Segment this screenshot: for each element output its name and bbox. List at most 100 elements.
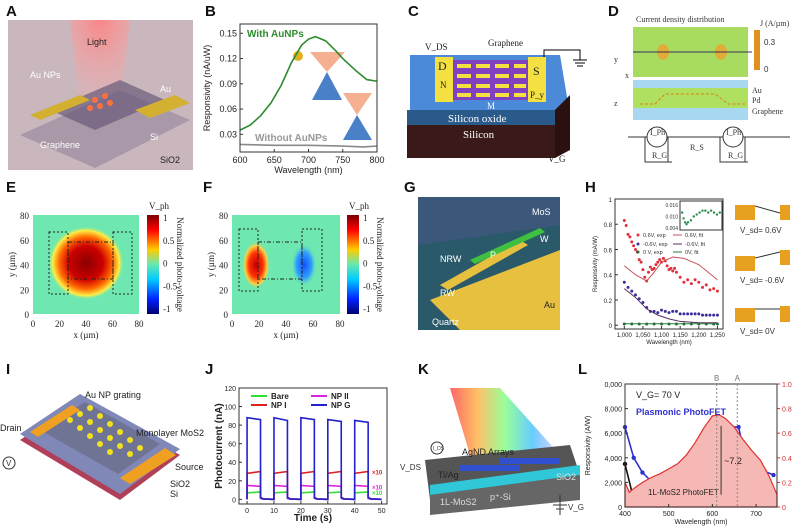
colorbar-tick-label: 0 — [363, 259, 368, 269]
y-tick-label: 0,000 — [604, 382, 622, 389]
legend-marker — [636, 242, 640, 246]
au-electrode-left — [30, 95, 90, 120]
current-path — [640, 93, 745, 105]
legend-marker — [636, 250, 640, 254]
panel-label: C — [408, 3, 419, 20]
y2-tick-label: 0.8 — [782, 407, 792, 414]
axis-x-label: x — [625, 71, 629, 80]
data-point--0-6v-exp — [678, 312, 682, 316]
au-label: Au — [160, 84, 171, 94]
quartz-label: Quartz — [432, 317, 460, 327]
y-tick-label: 60 — [228, 442, 236, 449]
x-tick-label: 10 — [270, 508, 278, 515]
nrw-wire — [470, 228, 545, 264]
si-label: Si — [150, 132, 158, 142]
data-point--0-6v-exp — [697, 312, 701, 316]
scale-factor-label: ×10 — [372, 485, 383, 491]
data-point--0-6v-exp — [630, 289, 634, 293]
data-point--0-6v-exp — [626, 285, 630, 289]
graphene-label: Graphene — [40, 140, 80, 150]
y-tick-label: 0.12 — [219, 54, 237, 64]
vds-label: V_DS — [400, 463, 421, 472]
x-axis-label: Wavelength (nm) — [274, 165, 342, 175]
light-spectrum — [450, 388, 560, 455]
series-label-without-aunps: Without AuNPs — [255, 133, 328, 144]
iph-label: I_Ph — [650, 128, 665, 137]
vds-label: V_DS — [425, 42, 448, 52]
band-diagrams: V_sd= 0.6V V_sd= -0.6V V_sd= 0V — [735, 205, 790, 336]
legend-label: NP II — [331, 392, 349, 401]
x-tick-label: 700 — [750, 511, 762, 518]
band-diagram: V_sd= 0V — [735, 306, 790, 336]
data-point-plasmonic-photofet — [640, 470, 645, 475]
data-point-0-6v-exp — [673, 266, 677, 270]
panel-label: E — [6, 179, 16, 196]
colorbar-title: Normalized photo-voltage — [175, 217, 185, 312]
data-point-plasmonic-photofet — [771, 472, 776, 478]
marker-label: A — [735, 374, 741, 383]
colorbar-tick: 0 — [764, 65, 769, 74]
y2-tick-label: 0.6 — [782, 431, 792, 438]
x-axis-label: Time (s) — [294, 513, 332, 524]
inset-data-point — [709, 209, 713, 212]
colorbar-tick-label: 1 — [363, 213, 368, 223]
x-axis-label: Wavelength (nm) — [646, 340, 691, 346]
panel-c: C V_DS Graphene D S N M P_y Silicon oxid… — [407, 3, 587, 164]
inset-tick-label: 0.010 — [665, 214, 678, 220]
y-tick-label: 8,000 — [604, 407, 622, 414]
sio2-label: SiO2 — [556, 472, 576, 482]
data-point-0-6v-exp — [643, 275, 647, 279]
x-tick-label: 40 — [82, 319, 92, 329]
x-tick-label: 0 — [245, 508, 249, 515]
x-tick-label: 400 — [619, 511, 631, 518]
inset-tick-label: 0.004 — [665, 226, 678, 232]
p-si-layer — [430, 475, 580, 515]
y-tick-label: 20 — [228, 479, 236, 486]
data-point-0-6v-exp — [708, 288, 712, 292]
y-tick-label: 0 — [618, 505, 622, 512]
colorbar-tick: 0.3 — [764, 38, 776, 47]
series-line-0-6v-fit — [624, 256, 718, 282]
panel-label: L — [578, 361, 587, 378]
x-axis-label: Wavelength (nm) — [674, 519, 727, 526]
au-np-grating-label: Au NP grating — [85, 390, 141, 400]
x-tick-label: 650 — [267, 155, 282, 165]
data-point-0-6v-exp — [665, 264, 669, 268]
inset-data-point — [707, 211, 710, 214]
bias-label: V_sd= 0V — [740, 327, 776, 336]
py-label: P_y — [530, 90, 545, 100]
colorbar — [347, 215, 359, 314]
data-point-0-6v-exp — [626, 232, 630, 236]
y2-tick-label: 1.0 — [782, 382, 792, 389]
inset-data-point — [686, 221, 690, 224]
inset-data-point — [715, 213, 719, 216]
positive-hotspot — [242, 241, 270, 289]
mos2-label: 1L-MoS2 — [440, 497, 477, 507]
data-point-0-6v-exp — [689, 282, 693, 286]
data-point-0-6v-exp — [652, 266, 656, 270]
d-label: D — [438, 59, 447, 73]
panel-label: I — [6, 361, 10, 378]
data-point-0-6v-exp — [704, 283, 708, 287]
data-point-0-6v-exp — [712, 287, 716, 291]
data-point--0-6v-exp — [686, 312, 690, 316]
data-point--0-6v-exp — [715, 313, 719, 317]
data-point--0-6v-exp — [660, 308, 664, 312]
inset-tick-label: 0.016 — [665, 203, 678, 209]
cross-section-layer — [633, 88, 748, 108]
y-tick-label: 0.4 — [604, 274, 613, 280]
data-point-0-6v-exp — [637, 258, 641, 262]
data-point-0-6v-exp — [632, 244, 636, 248]
inset-data-point — [712, 211, 716, 214]
drain-electrode — [435, 57, 453, 102]
p-si-label: p⁺-Si — [490, 492, 511, 502]
monolayer-mos2-label: Monolayer MoS2 — [136, 428, 204, 438]
legend-label: -0.6V, fit — [685, 242, 705, 248]
y-tick-label: 1 — [609, 198, 613, 204]
n-label: N — [440, 80, 447, 90]
grating-bars — [457, 64, 526, 97]
panel-l: L 400 500 600 700 0 2,000 4,000 6,000 8,000 0,000… — [578, 361, 792, 526]
legend-label: -0.6V, exp — [643, 242, 668, 248]
x-tick-label: 40 — [282, 319, 292, 329]
